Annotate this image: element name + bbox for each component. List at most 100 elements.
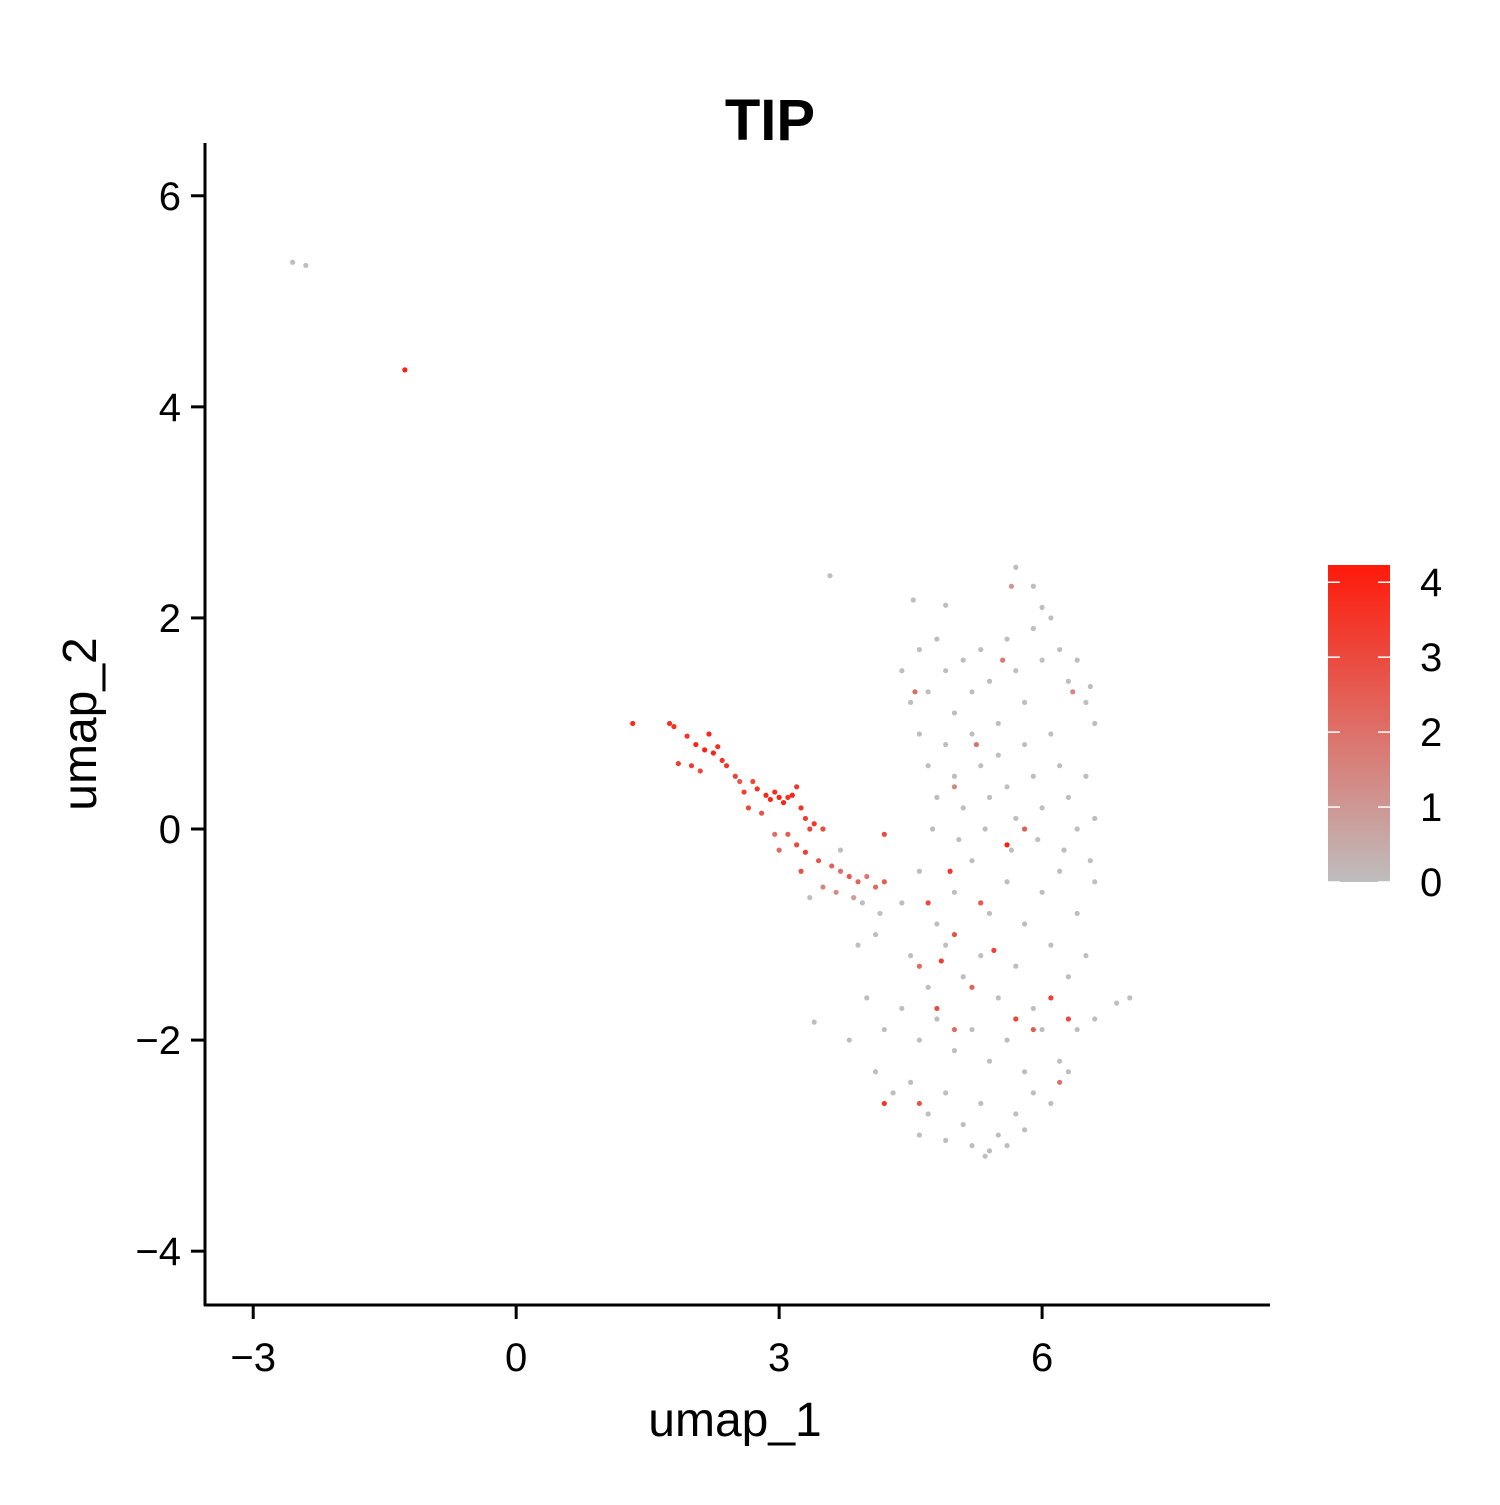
point <box>630 720 636 727</box>
point <box>943 942 949 948</box>
point <box>1057 763 1063 769</box>
point <box>986 678 993 684</box>
point <box>794 842 800 848</box>
point <box>1065 794 1071 800</box>
point <box>303 262 309 269</box>
point <box>943 741 949 748</box>
point <box>697 768 703 774</box>
point <box>872 884 879 890</box>
point <box>402 367 408 373</box>
point <box>1013 1111 1019 1117</box>
point <box>1030 625 1036 632</box>
point <box>1070 689 1076 695</box>
point <box>1004 879 1010 885</box>
point <box>1092 720 1098 727</box>
point <box>1035 836 1041 843</box>
point <box>1013 815 1019 822</box>
point <box>1013 564 1019 570</box>
point <box>1074 657 1080 663</box>
point <box>908 953 914 959</box>
point <box>666 720 673 727</box>
point <box>982 1153 988 1159</box>
point <box>986 794 993 800</box>
point <box>1065 678 1071 684</box>
point <box>693 741 699 748</box>
point <box>951 773 958 779</box>
point <box>943 1090 949 1096</box>
point <box>1083 699 1089 705</box>
point <box>1004 1143 1010 1149</box>
point <box>1021 1127 1028 1133</box>
point <box>986 1058 993 1064</box>
point <box>759 810 765 816</box>
point <box>833 889 839 895</box>
point <box>916 963 922 969</box>
point <box>1021 741 1028 748</box>
point <box>837 847 844 853</box>
point <box>925 984 931 990</box>
point <box>969 858 975 864</box>
point <box>1092 1016 1098 1022</box>
point <box>1048 1100 1054 1107</box>
point <box>978 646 984 653</box>
point <box>1057 646 1063 653</box>
point <box>772 831 778 837</box>
point <box>912 689 918 695</box>
point <box>978 953 984 959</box>
point <box>846 873 852 880</box>
point <box>1021 826 1028 832</box>
point <box>925 1111 931 1117</box>
point <box>916 1132 922 1138</box>
x-tick-label: 6 <box>1031 1336 1053 1380</box>
y-tick-label: 4 <box>159 386 181 430</box>
point <box>960 805 966 811</box>
point <box>908 1079 914 1085</box>
point <box>991 947 997 953</box>
point <box>855 879 861 885</box>
point <box>986 910 993 917</box>
point <box>1039 1026 1045 1033</box>
colorbar-label: 0 <box>1420 861 1442 905</box>
point <box>925 763 931 769</box>
point <box>1021 1069 1028 1075</box>
point <box>969 731 975 737</box>
point <box>995 752 1001 758</box>
point <box>1030 1090 1036 1096</box>
point <box>916 868 922 874</box>
point <box>1013 963 1019 969</box>
point <box>1057 1079 1063 1085</box>
point <box>710 750 716 756</box>
point <box>951 931 958 938</box>
points <box>290 259 1133 1159</box>
y-tick-label: 6 <box>159 175 181 219</box>
point <box>1074 1026 1080 1033</box>
point <box>973 741 979 748</box>
point <box>910 597 916 603</box>
point <box>702 747 708 753</box>
point <box>978 900 984 906</box>
point <box>1114 1000 1120 1006</box>
y-tick-label: 2 <box>159 597 181 641</box>
point <box>671 724 677 730</box>
point <box>794 784 800 790</box>
point <box>943 602 949 608</box>
x-tick-label: 0 <box>505 1336 527 1380</box>
point <box>1013 1016 1019 1022</box>
point <box>815 858 822 864</box>
point <box>1092 815 1098 822</box>
point <box>864 873 870 880</box>
y-tick-label: −4 <box>135 1230 181 1274</box>
x-tick-label: −3 <box>230 1336 276 1380</box>
point <box>951 710 958 716</box>
point <box>1039 604 1045 610</box>
y-tick-label: −2 <box>135 1019 181 1063</box>
point <box>776 794 782 800</box>
point <box>943 1137 949 1143</box>
point <box>1048 615 1054 621</box>
point <box>872 1069 879 1075</box>
point <box>754 786 760 792</box>
point <box>829 863 835 869</box>
point <box>811 821 817 827</box>
point <box>890 1090 896 1096</box>
